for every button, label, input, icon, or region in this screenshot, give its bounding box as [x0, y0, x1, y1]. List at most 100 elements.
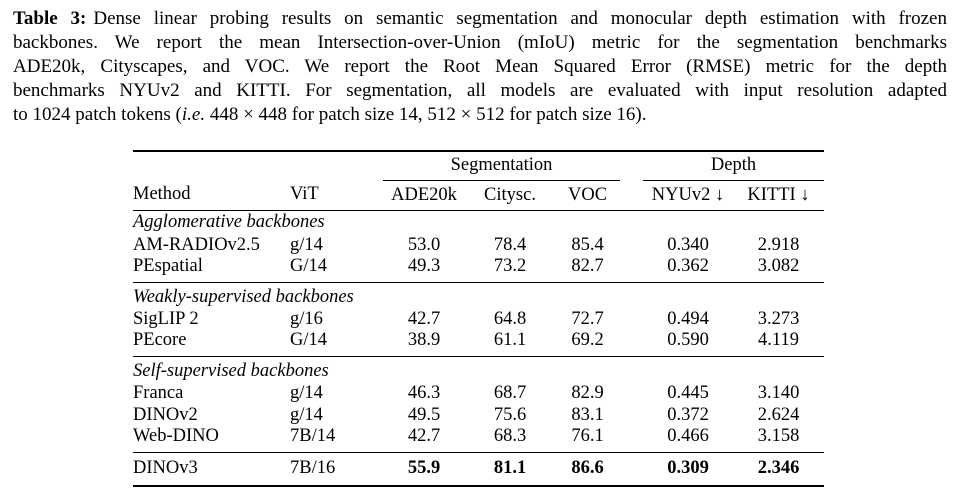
column-header-row: Method ViT ADE20k Citysc. VOC NYUv2 ↓ KI… [133, 180, 825, 211]
cell-vit: 7B/16 [290, 458, 336, 478]
cell-ade20k: 42.7 [407, 308, 441, 329]
cell-citysc: 73.2 [493, 256, 527, 276]
section-self-supervised: Self-supervised backbones Franca g/14 46… [133, 356, 825, 453]
cell-vit: G/14 [290, 256, 327, 276]
caption-line-4: benchmarks NYUv2 and KITTI. For segmenta… [13, 80, 947, 101]
table-header: Segmentation Depth Method ViT ADE20k Cit… [133, 151, 825, 211]
highlight-row: DINOv3 7B/16 55.9 81.1 86.6 0.309 2.346 [133, 453, 824, 487]
table-row: Web-DINO 7B/14 42.7 68.3 76.1 0.466 3.15… [133, 426, 824, 453]
cell-ade20k: 46.3 [407, 382, 441, 403]
caption-table-label: Table 3: [13, 8, 87, 29]
cell-method: Franca [133, 382, 184, 403]
cell-voc: 72.7 [571, 308, 604, 329]
cell-nyuv2: 0.362 [667, 256, 709, 276]
cell-vit: G/14 [290, 330, 327, 350]
cell-citysc: 64.8 [493, 308, 527, 329]
section-title: Agglomerative backbones [133, 211, 325, 232]
cell-kitti: 2.346 [757, 458, 800, 478]
col-header-nyuv2: NYUv2 ↓ [643, 180, 734, 211]
group-header-gap [620, 151, 643, 180]
col-header-gap [620, 180, 644, 211]
caption-line-5-after: 448 × 448 for patch size 14, 512 × 512 f… [205, 104, 647, 125]
col-header-kitti: KITTI ↓ [733, 180, 825, 211]
caption-ie-abbrev: i.e. [181, 104, 206, 125]
caption-line-5-before: to 1024 patch tokens ( [13, 104, 182, 125]
cell-voc: 82.7 [571, 256, 604, 276]
col-header-vit: ViT [290, 180, 383, 211]
cell-ade20k: 38.9 [407, 330, 441, 350]
cell-nyuv2: 0.372 [667, 404, 709, 425]
results-table: Segmentation Depth Method ViT ADE20k Cit… [133, 150, 825, 487]
cell-ade20k: 49.5 [407, 404, 441, 425]
cell-voc: 86.6 [571, 458, 604, 478]
col-header-method: Method [133, 180, 290, 211]
section-title: Self-supervised backbones [133, 361, 329, 381]
cell-voc: 85.4 [571, 234, 604, 255]
table-row: PEspatial G/14 49.3 73.2 82.7 0.362 3.08… [133, 256, 824, 283]
cell-vit: g/14 [290, 404, 323, 425]
cell-ade20k: 53.0 [407, 234, 441, 255]
table-row: SigLIP 2 g/16 42.7 64.8 72.7 0.494 3.273 [133, 308, 824, 330]
section-title-row: Agglomerative backbones [133, 210, 824, 234]
cell-kitti: 2.918 [757, 234, 800, 255]
cell-citysc: 61.1 [493, 330, 527, 350]
cell-voc: 83.1 [571, 404, 604, 425]
caption-line-2: backbones. We report the mean Intersecti… [13, 32, 947, 53]
cell-method: PEspatial [133, 256, 203, 276]
table-row: PEcore G/14 38.9 61.1 69.2 0.590 4.119 [133, 330, 824, 357]
section-agglomerative: Agglomerative backbones AM-RADIOv2.5 g/1… [133, 210, 824, 283]
cell-ade20k: 49.3 [407, 256, 441, 276]
cell-method: Web-DINO [133, 426, 219, 446]
cell-citysc: 75.6 [493, 404, 527, 425]
highlight-section: DINOv3 7B/16 55.9 81.1 86.6 0.309 2.346 [133, 452, 825, 487]
cell-citysc: 81.1 [493, 458, 527, 478]
cell-vit: g/16 [290, 308, 323, 329]
group-header-segmentation: Segmentation [383, 151, 621, 181]
cell-nyuv2: 0.590 [667, 330, 709, 350]
group-header-spacer [133, 151, 383, 180]
cell-kitti: 3.273 [757, 308, 800, 329]
cell-citysc: 68.7 [493, 382, 527, 403]
cell-kitti: 3.158 [757, 426, 800, 446]
cell-voc: 69.2 [571, 330, 604, 350]
caption-line-1-text: Dense linear probing results on semantic… [93, 8, 947, 29]
cell-nyuv2: 0.340 [667, 234, 709, 255]
section-weakly-supervised: Weakly-supervised backbones SigLIP 2 g/1… [133, 282, 825, 357]
section-title-row: Weakly-supervised backbones [133, 283, 824, 309]
cell-nyuv2: 0.494 [667, 308, 709, 329]
cell-kitti: 3.140 [757, 382, 800, 403]
cell-vit: g/14 [290, 382, 323, 403]
cell-method: DINOv3 [133, 458, 198, 478]
cell-method: PEcore [133, 330, 187, 350]
cell-vit: g/14 [290, 234, 323, 255]
cell-vit: 7B/14 [290, 426, 336, 446]
table-row: AM-RADIOv2.5 g/14 53.0 78.4 85.4 0.340 2… [133, 234, 824, 256]
cell-ade20k: 42.7 [407, 426, 441, 446]
cell-voc: 82.9 [571, 382, 604, 403]
section-title: Weakly-supervised backbones [133, 287, 354, 307]
cell-nyuv2: 0.309 [667, 458, 709, 478]
cell-kitti: 2.624 [757, 404, 800, 425]
cell-ade20k: 55.9 [407, 458, 441, 478]
col-header-voc: VOC [555, 180, 621, 211]
cell-method: SigLIP 2 [133, 308, 199, 329]
table-row: Franca g/14 46.3 68.7 82.9 0.445 3.140 [133, 382, 824, 404]
cell-voc: 76.1 [571, 426, 604, 446]
group-header-row: Segmentation Depth [133, 151, 825, 181]
table-row: DINOv2 g/14 49.5 75.6 83.1 0.372 2.624 [133, 404, 824, 426]
group-header-depth: Depth [643, 151, 825, 181]
cell-citysc: 78.4 [493, 234, 527, 255]
cell-method: DINOv2 [133, 404, 198, 425]
cell-nyuv2: 0.445 [667, 382, 709, 403]
section-title-row: Self-supervised backbones [133, 357, 824, 383]
col-header-ade20k: ADE20k [383, 180, 465, 211]
caption-line-5: to 1024 patch tokens (i.e. 448 × 448 for… [13, 103, 947, 127]
cell-kitti: 4.119 [758, 330, 799, 350]
table-caption: Table 3: Dense linear probing results on … [13, 7, 947, 127]
cell-kitti: 3.082 [757, 256, 800, 276]
results-table-container: Segmentation Depth Method ViT ADE20k Cit… [133, 150, 825, 487]
caption-line-3: ADE20k, Cityscapes, and VOC. We report t… [13, 56, 947, 77]
cell-nyuv2: 0.466 [667, 426, 709, 446]
cell-method: AM-RADIOv2.5 [133, 234, 260, 255]
